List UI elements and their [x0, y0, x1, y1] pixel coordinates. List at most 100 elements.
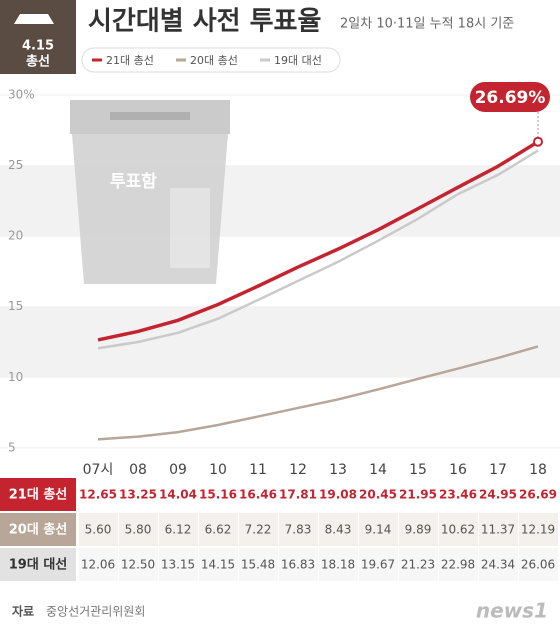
- table-value: 24.34: [481, 558, 515, 572]
- chart-title: 시간대별 사전 투표율: [88, 7, 321, 37]
- table-value: 13.25: [119, 488, 157, 502]
- x-tick-label: 14: [369, 462, 387, 478]
- table-header-cell: [0, 513, 76, 546]
- table-cell: [279, 548, 318, 581]
- table-cell: [399, 548, 438, 581]
- legend-label: 19대 대선: [274, 54, 322, 67]
- legend-label: 20대 총선: [190, 54, 238, 67]
- table-value: 18.18: [321, 558, 355, 572]
- table-value: 21.23: [401, 558, 435, 572]
- badge-icon: [14, 14, 54, 24]
- table-row-label: 20대 총선: [9, 522, 68, 538]
- table-cell: [479, 513, 518, 546]
- y-tick-label: 20: [8, 229, 23, 243]
- table-cell: [79, 548, 118, 581]
- x-tick-label: 15: [409, 462, 427, 478]
- table-cell: [319, 548, 358, 581]
- source-label: 자료: [12, 604, 34, 619]
- table-cell: [359, 548, 398, 581]
- table-value: 9.89: [405, 523, 432, 537]
- x-tick-label: 18: [529, 462, 547, 478]
- table-cell: [519, 478, 558, 511]
- table-cell: [479, 478, 518, 511]
- table-value: 19.08: [319, 488, 357, 502]
- table-value: 8.43: [325, 523, 352, 537]
- table-cell: [319, 513, 358, 546]
- y-tick-label: 15: [8, 299, 23, 313]
- subtitle: 2일차 10·11일 누적 18시 기준: [340, 17, 514, 32]
- legend: [81, 47, 341, 73]
- table-row-label: 19대 대선: [9, 557, 68, 573]
- table-value: 26.06: [521, 558, 555, 572]
- table-cell: [159, 513, 198, 546]
- table-value: 17.81: [279, 488, 317, 502]
- table-header-cell: [0, 478, 76, 511]
- table-value: 12.50: [121, 558, 155, 572]
- table-value: 6.12: [165, 523, 192, 537]
- table-value: 12.19: [521, 523, 555, 537]
- table-value: 23.46: [439, 488, 477, 502]
- y-tick-label: 25: [8, 158, 23, 172]
- table-value: 13.15: [161, 558, 195, 572]
- legend-label: 21대 총선: [106, 54, 154, 67]
- x-tick-label: 13: [329, 462, 347, 478]
- table-cell: [79, 478, 118, 511]
- badge: [0, 0, 76, 74]
- source-text: 중앙선거관리위원회: [46, 605, 145, 619]
- x-tick-label: 07시: [83, 462, 114, 478]
- table-cell: [319, 478, 358, 511]
- table-cell: [279, 478, 318, 511]
- table-cell: [359, 478, 398, 511]
- table-header-cell: [0, 548, 76, 581]
- table-value: 10.62: [441, 523, 475, 537]
- x-tick-label: 17: [489, 462, 507, 478]
- callout-label: 26.69%: [475, 88, 546, 108]
- end-point: [533, 136, 543, 147]
- x-tick-label: 08: [129, 462, 147, 478]
- table-value: 16.83: [281, 558, 315, 572]
- y-tick-label: 5: [8, 440, 16, 454]
- y-tick-label: 30%: [8, 88, 35, 102]
- logo: news1: [476, 599, 548, 623]
- table-value: 14.15: [201, 558, 235, 572]
- table-value: 11.37: [481, 523, 515, 537]
- y-tick-label: 10: [8, 370, 23, 384]
- table-value: 19.67: [361, 558, 395, 572]
- table-value: 21.95: [399, 488, 437, 502]
- table-cell: [439, 548, 478, 581]
- table-cell: [239, 548, 278, 581]
- table-value: 7.22: [245, 523, 272, 537]
- table-cell: [359, 513, 398, 546]
- table-cell: [439, 478, 478, 511]
- table-value: 24.95: [479, 488, 517, 502]
- ballot-box-label: 투표함: [110, 171, 157, 192]
- series-line: [97, 140, 539, 342]
- ballot-box: 투표함: [70, 100, 230, 284]
- x-tick-label: 09: [169, 462, 187, 478]
- table-cell: [199, 513, 238, 546]
- table-cell: [479, 548, 518, 581]
- table-value: 22.98: [441, 558, 475, 572]
- x-tick-label: 12: [289, 462, 307, 478]
- table-value: 12.06: [81, 558, 115, 572]
- grid-band: [0, 306, 560, 378]
- badge-date: 4.15: [22, 39, 54, 54]
- series-line: [97, 149, 539, 350]
- table-value: 9.14: [365, 523, 392, 537]
- table-cell: [439, 513, 478, 546]
- table-value: 6.62: [205, 523, 232, 537]
- table-cell: [239, 513, 278, 546]
- table-value: 12.65: [79, 488, 117, 502]
- table-cell: [199, 548, 238, 581]
- table-cell: [159, 478, 198, 511]
- table-cell: [279, 513, 318, 546]
- table-value: 15.16: [199, 488, 237, 502]
- table-value: 14.04: [159, 488, 197, 502]
- x-tick-label: 10: [209, 462, 227, 478]
- table-value: 20.45: [359, 488, 397, 502]
- table-value: 5.80: [125, 523, 152, 537]
- callout-box: [470, 82, 550, 112]
- table-cell: [119, 478, 158, 511]
- table-cell: [159, 548, 198, 581]
